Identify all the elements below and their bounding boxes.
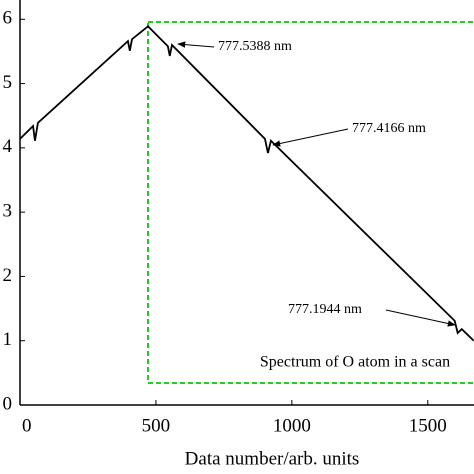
annotation: Spectrum of O atom in a scan — [260, 354, 450, 371]
y-tick-label: 0 — [3, 393, 13, 414]
annotation: 777.4166 nm — [352, 121, 426, 136]
y-tick-label: 2 — [3, 265, 13, 286]
x-tick-label: 0 — [22, 415, 32, 436]
highlight-box — [147, 21, 474, 384]
annotation: 777.5388 nm — [218, 39, 292, 54]
y-tick-label: 5 — [3, 72, 13, 93]
y-tick-label: 1 — [3, 329, 13, 350]
x-tick-label: 1000 — [273, 415, 311, 436]
y-tick-label: 6 — [3, 8, 13, 29]
arrow — [177, 41, 215, 48]
arrow — [385, 309, 456, 327]
annotation: 777.1944 nm — [288, 302, 362, 317]
x-axis-label: Data number/arb. units — [185, 448, 360, 469]
x-tick-label: 1500 — [409, 415, 447, 436]
y-tick-label: 3 — [3, 201, 13, 222]
arrow — [272, 128, 349, 147]
data-line — [19, 25, 474, 342]
y-tick-label: 4 — [3, 136, 13, 157]
x-tick-label: 500 — [142, 415, 171, 436]
